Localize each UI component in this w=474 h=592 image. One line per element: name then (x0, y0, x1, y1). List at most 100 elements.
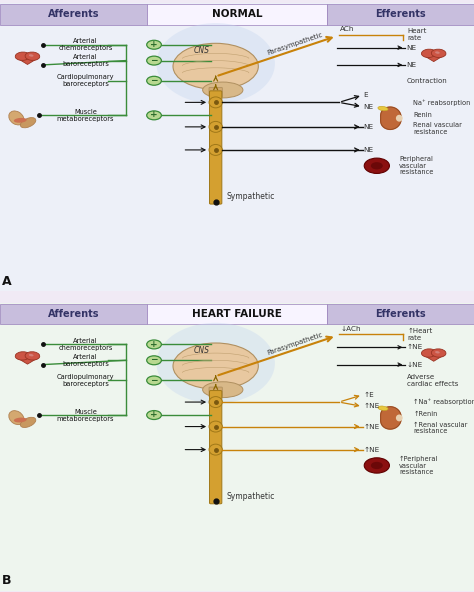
Text: Efferents: Efferents (375, 9, 426, 19)
Text: ↑NE: ↑NE (364, 403, 380, 410)
Ellipse shape (20, 118, 36, 128)
Text: Arterial
chemoreceptors: Arterial chemoreceptors (58, 338, 112, 351)
Text: CNS: CNS (193, 346, 210, 355)
Text: Renin: Renin (413, 112, 432, 118)
FancyBboxPatch shape (147, 4, 327, 25)
Text: Cardiopulmonary
baroreceptors: Cardiopulmonary baroreceptors (56, 374, 114, 387)
FancyBboxPatch shape (0, 3, 474, 291)
Ellipse shape (396, 414, 403, 422)
Ellipse shape (173, 343, 258, 389)
Text: NE: NE (364, 147, 374, 153)
Text: CNS: CNS (193, 46, 210, 55)
Ellipse shape (209, 421, 222, 432)
FancyBboxPatch shape (327, 4, 474, 25)
Circle shape (147, 111, 161, 120)
Text: ACh: ACh (340, 27, 355, 33)
Ellipse shape (173, 43, 258, 89)
Ellipse shape (14, 417, 27, 423)
Ellipse shape (9, 111, 24, 125)
Ellipse shape (25, 52, 40, 60)
FancyBboxPatch shape (210, 391, 222, 504)
Polygon shape (423, 355, 445, 361)
FancyBboxPatch shape (0, 4, 147, 25)
Text: ↑E: ↑E (364, 392, 374, 398)
Circle shape (364, 158, 390, 173)
Circle shape (147, 56, 161, 65)
Text: NORMAL: NORMAL (212, 9, 262, 19)
Ellipse shape (9, 411, 24, 424)
Circle shape (147, 40, 161, 49)
Text: NE: NE (407, 62, 417, 68)
Ellipse shape (25, 352, 40, 360)
FancyBboxPatch shape (147, 304, 327, 324)
Text: Contraction: Contraction (407, 78, 447, 83)
Ellipse shape (435, 351, 440, 353)
Text: ↑Na⁺ reabsorption: ↑Na⁺ reabsorption (413, 398, 474, 406)
Circle shape (371, 162, 383, 169)
Ellipse shape (378, 406, 388, 410)
Text: Afferents: Afferents (48, 309, 99, 319)
Text: Afferents: Afferents (48, 9, 99, 19)
Ellipse shape (29, 54, 34, 57)
FancyBboxPatch shape (209, 387, 222, 397)
Ellipse shape (15, 52, 30, 60)
Text: Muscle
metaboreceptors: Muscle metaboreceptors (56, 109, 114, 122)
FancyBboxPatch shape (210, 91, 222, 204)
Text: Arterial
baroreceptors: Arterial baroreceptors (62, 54, 109, 67)
Text: NE: NE (407, 44, 417, 51)
Text: +: + (150, 40, 158, 49)
Circle shape (364, 458, 390, 473)
Text: Sympathetic: Sympathetic (226, 492, 274, 501)
Ellipse shape (156, 23, 275, 104)
Ellipse shape (209, 97, 222, 108)
Ellipse shape (431, 49, 446, 57)
Text: ↑Renal vascular
resistance: ↑Renal vascular resistance (413, 422, 468, 435)
Text: ↓NE: ↓NE (407, 362, 423, 368)
Text: ↑Peripheral
vascular
resistance: ↑Peripheral vascular resistance (399, 456, 438, 475)
Text: Arterial
chemoreceptors: Arterial chemoreceptors (58, 38, 112, 52)
Text: ↑NE: ↑NE (407, 345, 423, 350)
Text: ↑NE: ↑NE (364, 446, 380, 453)
Ellipse shape (29, 354, 34, 356)
Text: B: B (2, 574, 12, 587)
Text: Peripheral
vascular
resistance: Peripheral vascular resistance (399, 156, 434, 175)
FancyBboxPatch shape (0, 303, 474, 591)
Ellipse shape (14, 118, 27, 123)
Polygon shape (17, 57, 38, 65)
Polygon shape (381, 407, 401, 429)
Ellipse shape (20, 417, 36, 427)
Text: ↑Heart
rate: ↑Heart rate (408, 328, 433, 340)
Text: E: E (364, 92, 368, 98)
Text: NE: NE (364, 124, 374, 130)
Text: ↑Renin: ↑Renin (413, 411, 438, 417)
Ellipse shape (435, 52, 440, 54)
Text: Na⁺ reabsorption: Na⁺ reabsorption (413, 99, 471, 106)
Text: Parasympathetic: Parasympathetic (266, 32, 324, 56)
Ellipse shape (203, 382, 243, 398)
Circle shape (147, 356, 161, 365)
Text: −: − (150, 76, 158, 85)
Text: A: A (2, 275, 12, 288)
Ellipse shape (209, 144, 222, 155)
Text: Arterial
baroreceptors: Arterial baroreceptors (62, 354, 109, 367)
Text: Heart
rate: Heart rate (408, 28, 427, 41)
Ellipse shape (396, 115, 403, 122)
Text: +: + (150, 410, 158, 419)
Text: −: − (150, 355, 158, 364)
Ellipse shape (15, 352, 30, 360)
Circle shape (147, 76, 161, 85)
Circle shape (371, 462, 383, 469)
Ellipse shape (421, 349, 436, 357)
Text: ↑NE: ↑NE (364, 423, 380, 430)
Text: Cardiopulmonary
baroreceptors: Cardiopulmonary baroreceptors (56, 74, 114, 87)
Text: −: − (150, 375, 158, 385)
Ellipse shape (209, 444, 222, 455)
Ellipse shape (209, 121, 222, 133)
Polygon shape (17, 358, 38, 364)
Text: Efferents: Efferents (375, 309, 426, 319)
Text: Parasympathetic: Parasympathetic (266, 332, 324, 356)
Ellipse shape (203, 82, 243, 98)
Polygon shape (423, 55, 445, 62)
FancyBboxPatch shape (0, 304, 147, 324)
Text: −: − (150, 56, 158, 65)
